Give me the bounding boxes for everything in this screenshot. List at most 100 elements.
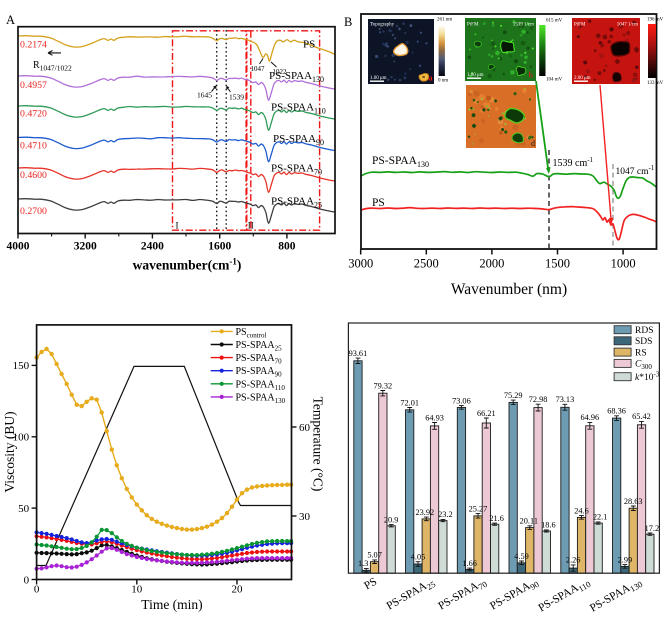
svg-text:23.2: 23.2 (438, 510, 453, 519)
svg-text:PS-SPAA25: PS-SPAA25 (236, 340, 283, 353)
svg-text:1539 1/cm: 1539 1/cm (513, 23, 534, 28)
svg-text:28.63: 28.63 (624, 497, 643, 506)
svg-text:1539: 1539 (229, 93, 244, 102)
svg-text:5.07: 5.07 (367, 551, 382, 560)
svg-text:50: 50 (18, 503, 30, 515)
svg-text:1022: 1022 (273, 68, 288, 76)
svg-text:0: 0 (24, 574, 30, 586)
svg-text:73.06: 73.06 (452, 396, 471, 405)
svg-text:68.36: 68.36 (607, 407, 626, 416)
svg-text:2.00 μm: 2.00 μm (574, 76, 591, 81)
svg-text:PS: PS (303, 39, 315, 51)
svg-text:73.13: 73.13 (556, 395, 575, 404)
svg-text:Topography: Topography (370, 23, 395, 28)
svg-text:0.2700: 0.2700 (20, 206, 47, 217)
svg-text:0.4710: 0.4710 (20, 141, 47, 152)
svg-text:1539 cm-1: 1539 cm-1 (553, 156, 594, 169)
svg-text:d: d (531, 139, 535, 148)
svg-text:b: b (529, 71, 534, 80)
svg-text:SDS: SDS (635, 337, 652, 347)
svg-text:PS-SPAA110: PS-SPAA110 (236, 379, 286, 392)
svg-text:0: 0 (34, 584, 40, 596)
svg-text:0.4720: 0.4720 (20, 109, 47, 120)
svg-text:133 mV: 133 mV (647, 81, 664, 86)
svg-text:93.61: 93.61 (349, 349, 368, 358)
svg-text:I: I (176, 221, 179, 231)
svg-text:100: 100 (13, 432, 30, 444)
svg-text:261 nm: 261 nm (437, 18, 452, 23)
svg-text:1047 cm-1: 1047 cm-1 (616, 164, 655, 177)
svg-text:79.32: 79.32 (373, 381, 392, 390)
svg-text:60: 60 (299, 422, 311, 434)
svg-text:18.6: 18.6 (541, 521, 556, 530)
svg-text:1.00 μm: 1.00 μm (370, 76, 387, 81)
svg-text:20.9: 20.9 (384, 515, 399, 524)
svg-text:64.93: 64.93 (425, 413, 444, 422)
svg-text:75.29: 75.29 (504, 391, 523, 400)
svg-text:PS-SPAA130: PS-SPAA130 (236, 392, 286, 405)
svg-text:Temperature (°C): Temperature (°C) (311, 397, 326, 492)
svg-text:PS-SPAA70: PS-SPAA70 (236, 353, 283, 366)
svg-text:800: 800 (278, 241, 296, 253)
svg-text:1645: 1645 (197, 91, 212, 100)
svg-text:0.4957: 0.4957 (20, 80, 47, 91)
svg-text:30: 30 (299, 511, 311, 523)
svg-text:3000: 3000 (348, 257, 373, 271)
svg-text:1.3: 1.3 (358, 559, 368, 568)
svg-text:1.66: 1.66 (462, 559, 477, 568)
svg-text:25.27: 25.27 (469, 504, 488, 513)
svg-text:615 mV: 615 mV (546, 19, 563, 24)
svg-text:RS: RS (635, 348, 647, 358)
svg-text:4000: 4000 (7, 241, 30, 253)
svg-text:2500: 2500 (414, 257, 439, 271)
svg-text:0.2174: 0.2174 (20, 40, 47, 51)
svg-text:72.01: 72.01 (400, 398, 419, 407)
svg-text:1600: 1600 (208, 241, 231, 253)
svg-text:PS-SPAA25: PS-SPAA25 (271, 196, 322, 210)
svg-text:PS: PS (372, 197, 385, 209)
svg-text:20.11: 20.11 (520, 517, 538, 526)
svg-text:1047: 1047 (251, 65, 266, 73)
svg-text:1.00 μm: 1.00 μm (467, 73, 484, 78)
svg-text:B: B (344, 15, 352, 29)
svg-text:196 mV: 196 mV (647, 18, 664, 23)
svg-text:0.4600: 0.4600 (20, 170, 47, 181)
svg-text:PiFM: PiFM (574, 23, 586, 28)
svg-text:23.92: 23.92 (415, 508, 434, 517)
svg-text:PiFM: PiFM (467, 23, 479, 28)
svg-text:R1047/1022: R1047/1022 (33, 60, 72, 73)
svg-text:22.1: 22.1 (593, 513, 608, 522)
svg-text:2.26: 2.26 (566, 556, 581, 565)
svg-text:65.42: 65.42 (632, 412, 651, 421)
svg-text:20: 20 (232, 584, 244, 596)
svg-text:II: II (248, 221, 254, 231)
svg-text:PS-SPAA90: PS-SPAA90 (236, 366, 283, 379)
svg-text:72.98: 72.98 (529, 395, 548, 404)
svg-text:4.05: 4.05 (411, 553, 426, 562)
svg-text:1047 1/cm: 1047 1/cm (617, 23, 638, 28)
svg-text:PS-SPAA130: PS-SPAA130 (269, 70, 324, 84)
svg-text:2000: 2000 (479, 257, 504, 271)
svg-text:1000: 1000 (611, 257, 636, 271)
svg-text:2400: 2400 (141, 241, 164, 253)
svg-text:64.96: 64.96 (580, 413, 599, 422)
svg-text:wavenumber(cm-1): wavenumber(cm-1) (133, 257, 242, 273)
svg-text:0 nm: 0 nm (438, 79, 448, 84)
svg-text:a: a (429, 74, 433, 83)
svg-text:A: A (6, 13, 15, 27)
svg-text:RDS: RDS (635, 326, 653, 336)
svg-text:PS-SPAA110: PS-SPAA110 (271, 102, 326, 116)
svg-text:3200: 3200 (74, 241, 97, 253)
svg-text:104 mV: 104 mV (546, 78, 563, 83)
svg-text:21.6: 21.6 (489, 514, 504, 523)
svg-text:1500: 1500 (545, 257, 570, 271)
svg-text:PS-SPAA130: PS-SPAA130 (372, 155, 429, 169)
svg-text:PS: PS (362, 576, 379, 593)
svg-text:Viscosity (BU): Viscosity (BU) (2, 411, 17, 492)
svg-text:66.21: 66.21 (477, 409, 496, 418)
svg-text:c: c (633, 75, 637, 84)
svg-text:24.6: 24.6 (574, 506, 589, 515)
svg-text:Time (min): Time (min) (141, 597, 202, 612)
svg-text:4.59: 4.59 (514, 552, 529, 561)
svg-text:C300: C300 (635, 360, 652, 372)
